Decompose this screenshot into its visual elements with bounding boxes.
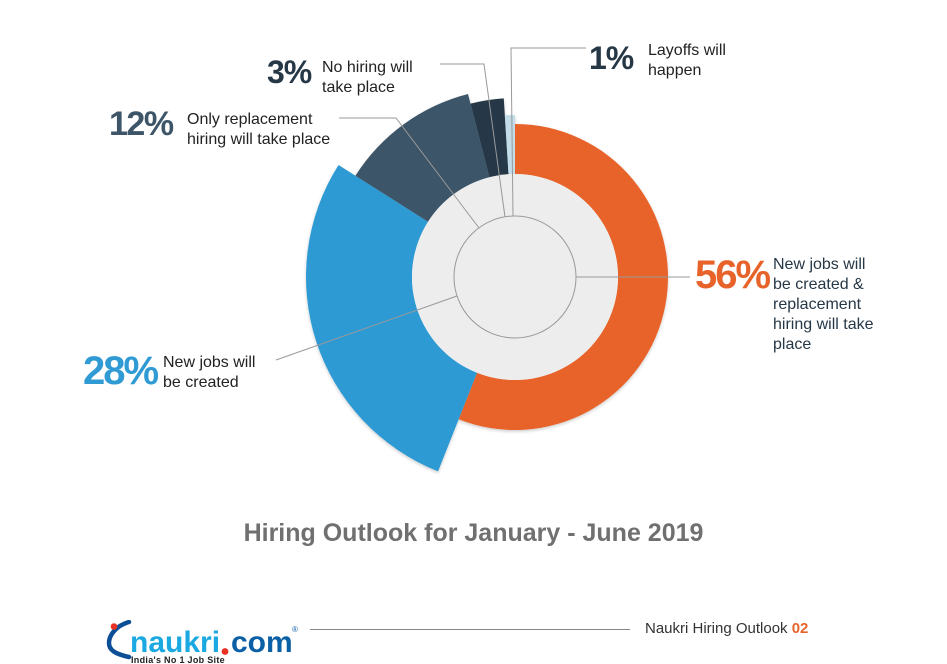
svg-text:India's No 1 Job Site: India's No 1 Job Site — [131, 655, 225, 664]
svg-text:®: ® — [292, 625, 298, 634]
svg-text:com: com — [231, 626, 293, 659]
